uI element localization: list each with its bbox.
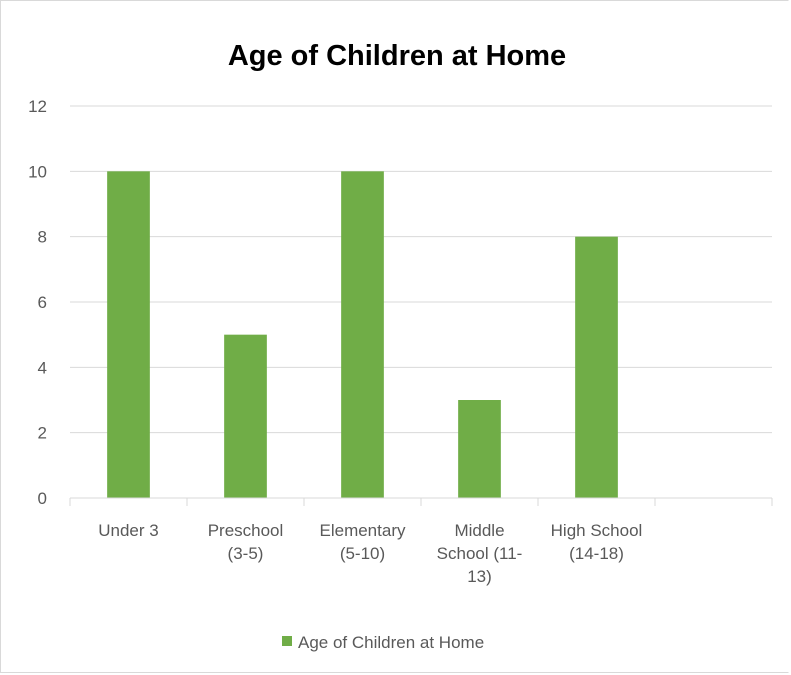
legend-swatch	[282, 636, 292, 646]
x-axis-category-labels: Under 3 Preschool (3-5) Elementary (5-10) Mid…	[98, 521, 642, 586]
x-category-label: High School	[551, 521, 643, 540]
x-category-label: School (11-	[437, 544, 523, 563]
bars	[107, 171, 618, 498]
y-tick-label: 4	[38, 358, 47, 377]
x-axis	[70, 498, 772, 506]
bar	[575, 237, 618, 498]
bar	[341, 171, 384, 498]
bar	[224, 335, 267, 498]
gridlines	[70, 106, 772, 433]
y-tick-label: 10	[28, 162, 47, 181]
x-category-label: Under 3	[98, 521, 158, 540]
x-category-label: Middle	[454, 521, 504, 540]
y-tick-label: 2	[38, 424, 47, 443]
legend: Age of Children at Home	[282, 633, 484, 652]
x-category-label: Preschool	[208, 521, 284, 540]
y-tick-label: 12	[28, 97, 47, 116]
legend-label: Age of Children at Home	[298, 633, 484, 652]
x-category-label: 13)	[467, 567, 492, 586]
chart-title: Age of Children at Home	[228, 40, 566, 72]
x-category-label: (3-5)	[228, 544, 264, 563]
x-category-label: (14-18)	[569, 544, 624, 563]
bar	[107, 171, 150, 498]
y-tick-label: 6	[38, 293, 47, 312]
bar	[458, 400, 501, 498]
x-category-label: Elementary	[320, 521, 406, 540]
y-tick-label: 8	[38, 228, 47, 247]
y-tick-label: 0	[38, 489, 47, 508]
x-category-label: (5-10)	[340, 544, 385, 563]
y-axis-tick-labels: 0 2 4 6 8 10 12	[28, 97, 47, 508]
